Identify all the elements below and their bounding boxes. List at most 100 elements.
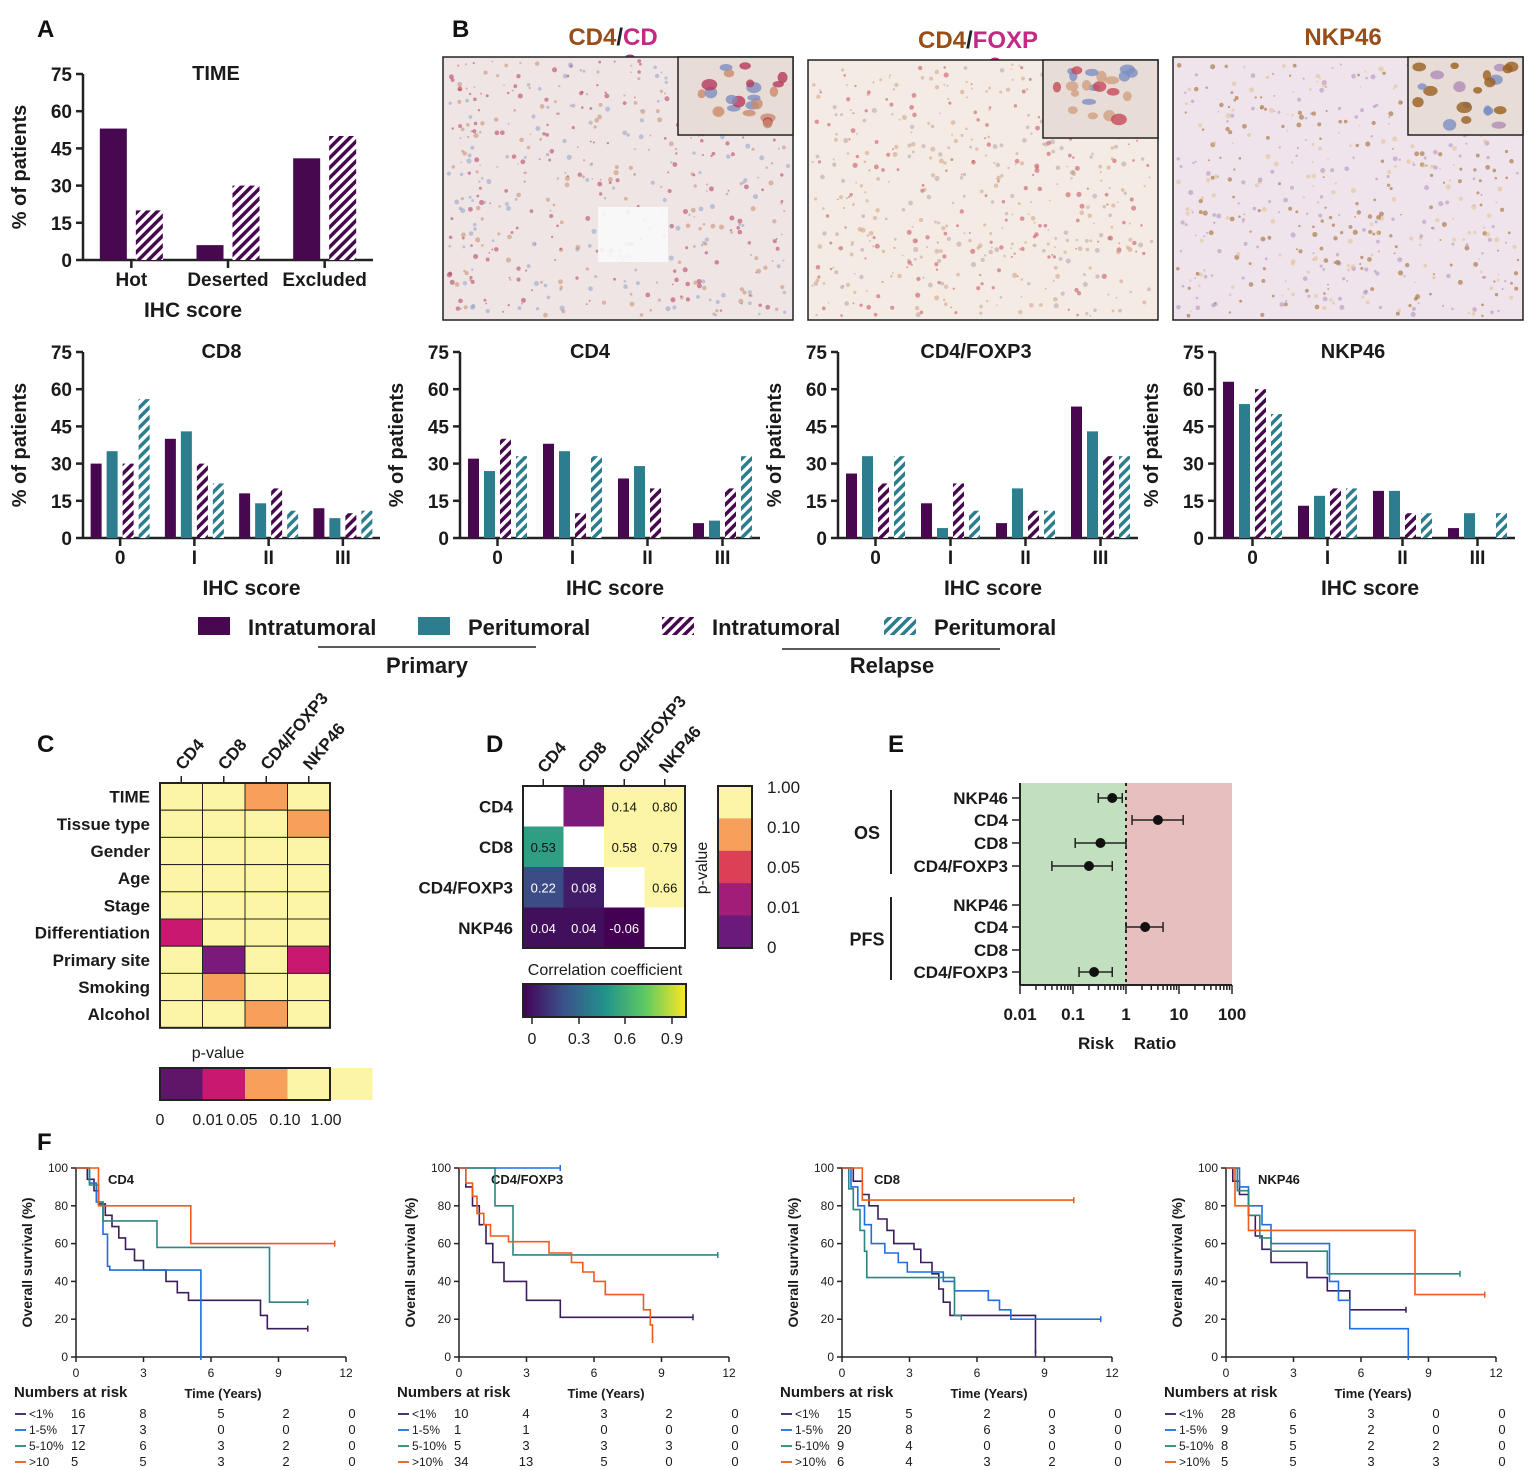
- pscale-frame: [717, 785, 753, 949]
- inset-cell: [745, 79, 755, 88]
- pscale-swatch: [718, 786, 752, 819]
- cell-dot: [1184, 111, 1187, 114]
- cell-dot: [1505, 176, 1509, 180]
- survival-curve-3: [459, 1167, 654, 1340]
- cell-dot: [956, 272, 960, 277]
- cell-dot: [464, 63, 468, 66]
- inset-cell: [1473, 86, 1483, 94]
- cell-dot: [975, 147, 979, 151]
- cell-dot: [922, 276, 925, 279]
- cell-dot: [865, 289, 868, 293]
- cell-dot: [1197, 123, 1203, 128]
- cell-dot: [993, 183, 999, 188]
- cell-dot: [1495, 201, 1498, 204]
- cell-dot: [1004, 211, 1009, 216]
- x-tick-label: 0: [1223, 1366, 1230, 1380]
- heat-cell: [202, 891, 246, 920]
- cell-dot: [1295, 154, 1298, 158]
- cell-dot: [1354, 115, 1359, 119]
- cell-dot: [480, 176, 484, 180]
- risk-label: <1%: [29, 1407, 54, 1421]
- cell-dot: [1373, 198, 1377, 202]
- cell-dot: [814, 119, 819, 124]
- cell-dot: [879, 78, 883, 82]
- cell-dot: [1191, 211, 1194, 214]
- cell-dot: [1435, 218, 1440, 223]
- cell-dot: [1077, 246, 1083, 251]
- cell-dot: [726, 154, 731, 159]
- cell-dot: [1290, 160, 1294, 164]
- cell-dot: [1375, 231, 1380, 235]
- bar-nkp46-0-3: [1448, 528, 1459, 538]
- cell-dot: [1329, 298, 1333, 302]
- scale-tick: 0: [156, 1112, 165, 1129]
- cell-dot: [503, 84, 505, 87]
- cell-dot: [783, 210, 786, 213]
- group-label: PFS: [849, 930, 884, 950]
- cell-dot: [549, 214, 554, 219]
- cell-dot: [701, 279, 706, 284]
- cell-dot: [623, 284, 628, 290]
- cell-dot: [613, 277, 617, 281]
- cell-dot: [647, 148, 651, 151]
- cell-dot: [1278, 253, 1282, 257]
- cell-dot: [482, 200, 487, 205]
- cell-dot: [585, 267, 589, 271]
- heat-cell: [523, 786, 564, 827]
- cell-dot: [768, 180, 774, 186]
- pvalue-value: 0.79: [652, 840, 677, 855]
- cell-dot: [946, 84, 949, 87]
- bar-cd4foxp3-2-0: [878, 483, 889, 538]
- cell-dot: [843, 74, 846, 77]
- risk-label: 5-10%: [795, 1439, 830, 1453]
- x-axis-label: IHC score: [566, 577, 664, 600]
- bar-cd8-2-2: [271, 488, 283, 538]
- cell-dot: [633, 96, 636, 99]
- cell-dot: [1224, 64, 1228, 69]
- cell-dot: [910, 131, 913, 134]
- cell-dot: [840, 113, 844, 117]
- cell-dot: [1211, 193, 1216, 198]
- risk-count: 2: [1432, 1438, 1439, 1453]
- bar-cd4-1-0: [484, 471, 495, 538]
- legend-swatch: [418, 617, 450, 635]
- cell-dot: [990, 200, 995, 204]
- cell-dot: [943, 302, 948, 307]
- heat-cell: [287, 918, 331, 947]
- cell-dot: [1391, 197, 1397, 202]
- cell-dot: [529, 209, 534, 213]
- inset-cell: [697, 89, 706, 99]
- cell-dot: [952, 287, 955, 290]
- cell-dot: [835, 232, 840, 237]
- cell-dot: [1019, 161, 1025, 166]
- heat-cell: [202, 1000, 246, 1029]
- cell-dot: [989, 232, 993, 236]
- inset-cell: [1081, 98, 1097, 105]
- cell-dot: [1011, 242, 1014, 246]
- heat-cell: [604, 867, 645, 908]
- cell-dot: [1039, 303, 1043, 307]
- y-tick-label: 0: [444, 1350, 451, 1364]
- y-tick-label: 60: [821, 1237, 835, 1251]
- cell-dot: [1302, 196, 1306, 199]
- cell-dot: [1011, 213, 1014, 216]
- cell-dot: [504, 188, 509, 193]
- row-label: Alcohol: [88, 1005, 150, 1024]
- y-tick-label: 60: [428, 380, 449, 401]
- cell-dot: [1115, 296, 1118, 299]
- inset-cell: [777, 71, 788, 84]
- cell-dot: [1328, 215, 1333, 220]
- cell-dot: [950, 120, 956, 125]
- cell-dot: [468, 195, 472, 199]
- cell-dot: [901, 254, 904, 257]
- cell-dot: [829, 241, 833, 245]
- cell-dot: [890, 274, 893, 278]
- y-tick-label: 45: [51, 139, 73, 160]
- cell-dot: [1429, 173, 1434, 178]
- cell-dot: [855, 181, 858, 184]
- bar-cd4-1-1: [559, 451, 570, 538]
- cell-dot: [915, 292, 921, 298]
- row-label: CD8: [974, 834, 1008, 853]
- cell-dot: [1464, 245, 1470, 251]
- bar-cd4foxp3-1-0: [862, 456, 873, 538]
